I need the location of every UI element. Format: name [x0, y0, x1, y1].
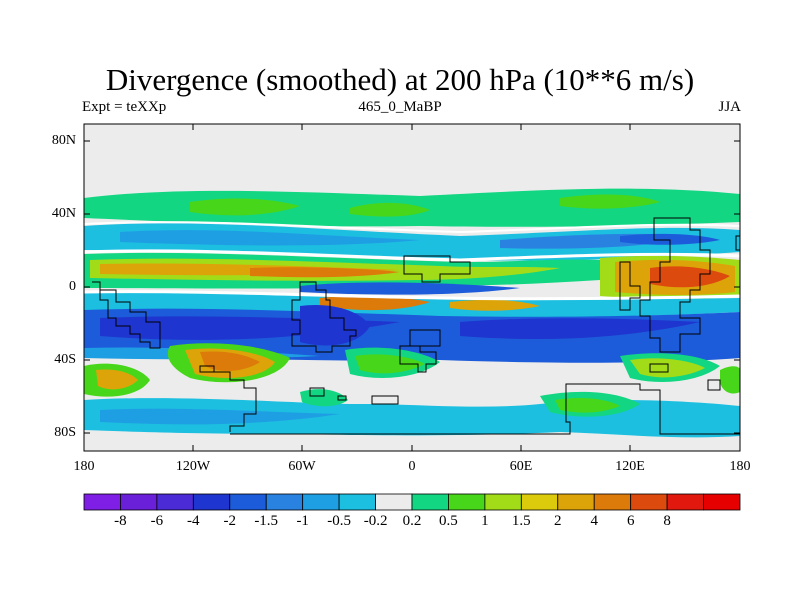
lat-tick-label: 80N	[51, 133, 76, 148]
colorbar-tick-label: 1.5	[511, 513, 531, 529]
colorbar-swatch	[83, 493, 121, 511]
lon-tick-label: 120E	[615, 459, 645, 474]
colorbar-tick-label: -0.5	[327, 513, 351, 529]
plot-title: Divergence (smoothed) at 200 hPa (10**6 …	[105, 62, 695, 97]
colorbar-tick-label: 8	[663, 513, 671, 529]
colorbar-tick-label: 6	[626, 513, 635, 529]
colorbar-swatch	[557, 493, 595, 511]
lon-tick-label: 60W	[288, 459, 316, 474]
colorbar-swatch	[229, 493, 267, 511]
coastlines	[92, 217, 740, 435]
experiment-label: Expt = teXXp	[82, 99, 167, 115]
axis-ticks	[83, 124, 741, 451]
lon-tick-label: 60E	[509, 459, 533, 474]
colorbar-swatch	[593, 493, 632, 511]
colorbar-tick-label: -1.5	[254, 513, 279, 529]
colorbar-swatch	[156, 493, 194, 511]
lat-tick-label: 80S	[54, 425, 76, 440]
colorbar-swatch	[302, 493, 340, 511]
season-label: JJA	[718, 99, 741, 115]
colorbar-tick-label: 2	[554, 513, 562, 529]
colorbar-swatch	[666, 493, 704, 511]
colorbar-tick-label: -6	[150, 513, 164, 529]
colorbar-swatch	[120, 493, 158, 511]
colorbar-swatch	[703, 493, 741, 511]
colorbar-swatch	[338, 493, 376, 511]
lat-tick-label: 40S	[54, 352, 76, 367]
colorbar-tick-label: -0.2	[363, 513, 388, 529]
lon-tick-label: 180	[729, 459, 751, 474]
colorbar-swatch	[192, 493, 231, 511]
colorbar-swatch	[265, 493, 304, 511]
lat-tick-label: 0	[69, 279, 76, 294]
colorbar-tick-label: 0.2	[402, 513, 422, 529]
lon-tick-label: 0	[408, 459, 416, 474]
colorbar-tick-label: 1	[481, 513, 489, 529]
run-label: 465_0_MaBP	[358, 99, 442, 115]
colorbar-tick-label: 0.5	[439, 513, 458, 529]
colorbar	[83, 493, 741, 511]
colorbar-swatch	[630, 493, 668, 511]
lon-tick-label: 180	[73, 459, 95, 474]
colorbar-tick-label: -4	[187, 513, 200, 529]
colorbar-swatch	[520, 493, 559, 511]
colorbar-tick-label: -8	[114, 513, 127, 529]
colorbar-swatch	[375, 493, 413, 511]
lon-tick-label: 120W	[175, 459, 211, 474]
colorbar-swatch	[484, 493, 522, 511]
colorbar-swatch	[411, 493, 449, 511]
colorbar-tick-label: 4	[590, 513, 598, 529]
colorbar-tick-label: -1	[296, 513, 309, 529]
lat-tick-label: 40N	[51, 206, 76, 221]
colorbar-swatch	[448, 493, 486, 511]
colorbar-tick-label: -2	[223, 513, 237, 529]
contour-fields	[84, 188, 740, 438]
